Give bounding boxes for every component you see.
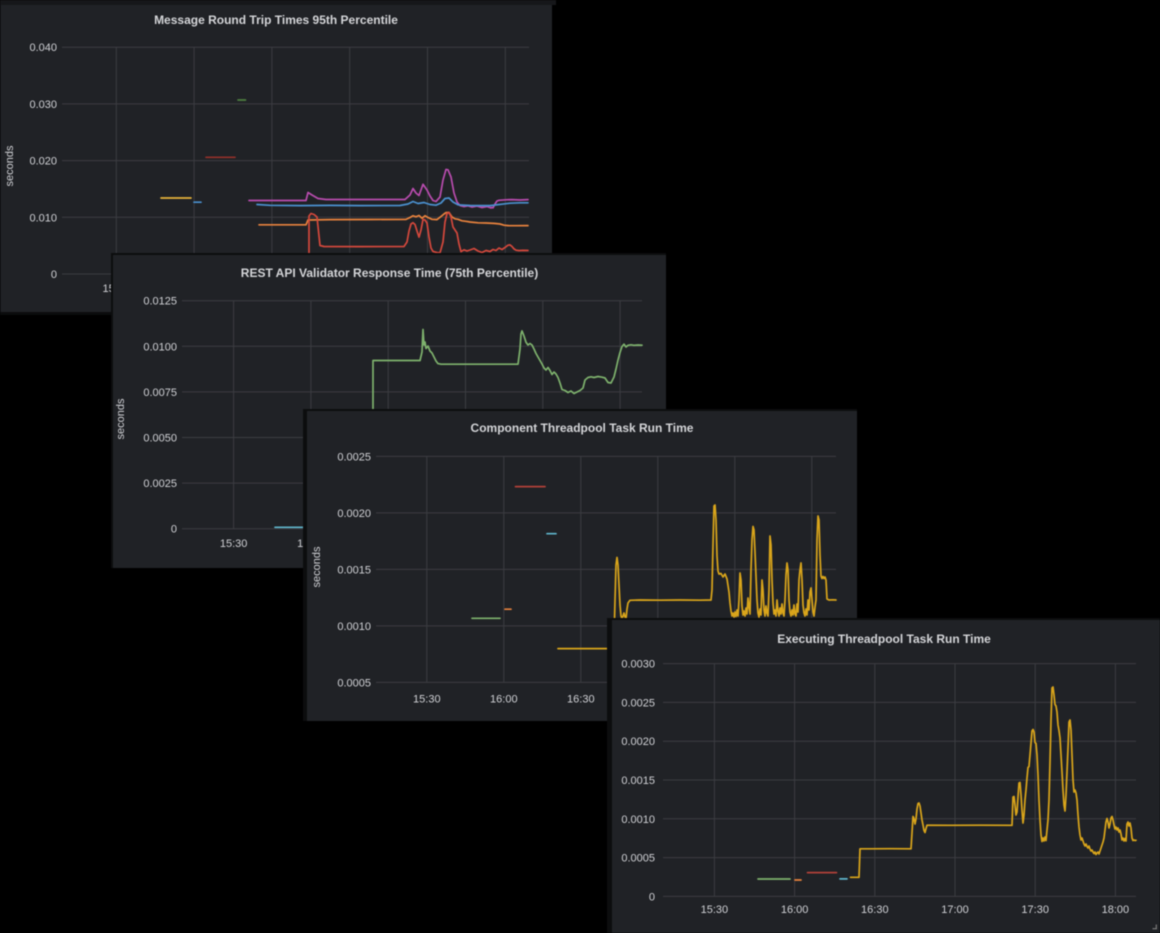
svg-text:Executing Threadpool Task Run: Executing Threadpool Task Run Time [777, 632, 991, 646]
svg-text:0: 0 [171, 524, 177, 536]
svg-text:0.0005: 0.0005 [621, 853, 655, 865]
svg-text:15:30: 15:30 [413, 694, 441, 706]
svg-text:0: 0 [649, 891, 655, 903]
svg-text:0.0005: 0.0005 [337, 677, 371, 689]
svg-text:0.0125: 0.0125 [143, 296, 177, 308]
svg-text:0.040: 0.040 [29, 42, 57, 54]
svg-text:16:30: 16:30 [567, 694, 595, 706]
svg-text:15:30: 15:30 [701, 904, 729, 916]
svg-text:15:30: 15:30 [220, 538, 248, 550]
svg-text:seconds: seconds [115, 398, 127, 439]
svg-text:0.0100: 0.0100 [143, 341, 177, 353]
svg-text:0.0025: 0.0025 [337, 451, 371, 463]
svg-text:16:00: 16:00 [490, 694, 518, 706]
svg-text:16:00: 16:00 [781, 904, 809, 916]
svg-text:seconds: seconds [311, 546, 323, 587]
svg-text:18:00: 18:00 [1102, 904, 1130, 916]
svg-text:0.0010: 0.0010 [337, 621, 371, 633]
svg-text:0: 0 [51, 269, 57, 281]
svg-text:0.010: 0.010 [29, 212, 57, 224]
svg-text:seconds: seconds [4, 145, 16, 186]
svg-text:0.0025: 0.0025 [143, 478, 177, 490]
svg-text:0.0025: 0.0025 [621, 697, 655, 709]
svg-text:0.0050: 0.0050 [143, 433, 177, 445]
svg-text:0.0020: 0.0020 [337, 508, 371, 520]
svg-text:0.0015: 0.0015 [621, 775, 655, 787]
svg-text:0.0010: 0.0010 [621, 814, 655, 826]
svg-text:0.020: 0.020 [29, 156, 57, 168]
svg-text:0.0075: 0.0075 [143, 387, 177, 399]
svg-text:17:00: 17:00 [941, 904, 969, 916]
svg-text:Component Threadpool Task Run: Component Threadpool Task Run Time [471, 421, 694, 435]
svg-text:17:30: 17:30 [1021, 904, 1049, 916]
svg-text:0.0020: 0.0020 [621, 736, 655, 748]
svg-text:0.0030: 0.0030 [621, 659, 655, 671]
svg-text:0.030: 0.030 [29, 99, 57, 111]
svg-text:Message Round Trip Times 95th: Message Round Trip Times 95th Percentile [154, 13, 398, 27]
svg-text:REST API Validator Response Ti: REST API Validator Response Time (75th P… [241, 266, 538, 280]
svg-text:16:30: 16:30 [861, 904, 889, 916]
svg-text:0.0015: 0.0015 [337, 564, 371, 576]
